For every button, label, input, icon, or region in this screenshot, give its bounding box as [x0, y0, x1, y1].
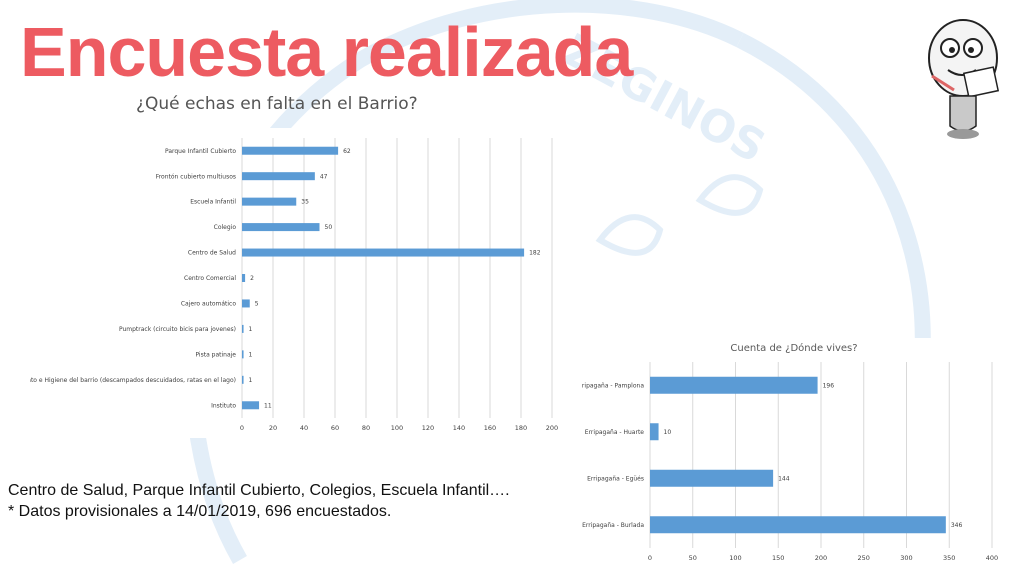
category-label: Parque Infantil Cubierto — [165, 148, 236, 155]
chart-donde-vives: 0 50 100 150 200 250 300 350 400 Erripagaña - Pam… — [582, 338, 1006, 568]
footer-note: * Datos provisionales a 14/01/2019, 696 … — [8, 503, 392, 520]
bar — [242, 299, 250, 308]
category-label: Centro Comercial — [184, 275, 236, 282]
data-label: 1 — [249, 377, 253, 384]
chart2-title: Cuenta de ¿Dónde vives? — [730, 343, 858, 354]
category-label: Instituto — [211, 402, 236, 409]
category-label: Escuela Infantil — [190, 199, 236, 206]
leaf-icon — [595, 214, 664, 256]
category-label: Erripagaña - Burlada — [582, 522, 644, 529]
category-label: Cajero automático — [181, 301, 236, 308]
x-tick-label: 50 — [689, 554, 697, 562]
category-label: Mantenimiento e Higiene del barrio (desc… — [30, 377, 236, 384]
x-tick-label: 150 — [772, 554, 784, 562]
data-label: 346 — [951, 522, 963, 529]
bar — [242, 197, 297, 206]
x-tick-label: 160 — [484, 424, 496, 432]
x-tick-label: 0 — [240, 424, 244, 432]
category-label: Colegio — [214, 224, 237, 231]
x-tick-label: 250 — [858, 554, 870, 562]
x-tick-label: 80 — [362, 424, 370, 432]
x-tick-label: 0 — [648, 554, 652, 562]
footer-notes: Centro de Salud, Parque Infantil Cubiert… — [8, 480, 510, 522]
bar — [242, 172, 315, 181]
page-title: Encuesta realizada — [20, 13, 633, 91]
bar — [242, 248, 525, 257]
data-label: 1 — [249, 351, 253, 358]
category-label: Erripagaña - Egüés — [587, 475, 644, 482]
data-label: 50 — [325, 224, 333, 231]
x-tick-label: 100 — [729, 554, 741, 562]
bar — [650, 423, 659, 441]
bar — [242, 375, 244, 384]
x-tick-label: 100 — [391, 424, 403, 432]
leaf-icon — [695, 174, 764, 216]
data-label: 1 — [249, 326, 253, 333]
data-label: 47 — [320, 173, 328, 180]
x-tick-label: 200 — [546, 424, 558, 432]
x-tick-label: 350 — [943, 554, 955, 562]
data-label: 62 — [343, 148, 351, 155]
x-tick-label: 40 — [300, 424, 308, 432]
bar — [650, 376, 818, 394]
bar — [242, 223, 320, 232]
data-label: 5 — [255, 301, 259, 308]
data-label: 182 — [529, 250, 541, 257]
data-label: 11 — [264, 402, 272, 409]
category-label: Erripagaña - Pamplona — [582, 382, 644, 389]
bar — [242, 274, 246, 282]
lightbulb-mascot-icon — [928, 19, 1000, 139]
data-label: 196 — [823, 382, 835, 389]
data-label: 2 — [250, 275, 254, 282]
x-tick-label: 120 — [422, 424, 434, 432]
x-tick-label: 180 — [515, 424, 527, 432]
x-tick-label: 300 — [900, 554, 912, 562]
footer-summary: Centro de Salud, Parque Infantil Cubiert… — [8, 482, 510, 499]
data-label: 144 — [778, 475, 790, 482]
x-tick-label: 140 — [453, 424, 465, 432]
chart1-title: ¿Qué echas en falta en el Barrio? — [136, 94, 418, 114]
data-label: 35 — [301, 199, 309, 206]
bar — [242, 146, 339, 155]
category-label: Erripagaña - Huarte — [585, 429, 645, 436]
category-label: Frontón cubierto multiusos — [156, 173, 236, 180]
x-tick-label: 20 — [269, 424, 277, 432]
x-tick-label: 200 — [815, 554, 827, 562]
category-label: Pumptrack (circuito bicis para jovenes) — [119, 326, 236, 333]
bar — [650, 469, 774, 487]
chart-barrio-needs: 0 20 40 60 80 100 120 140 160 180 200 Parque Infant… — [30, 128, 570, 438]
bar — [242, 401, 260, 410]
x-tick-label: 400 — [986, 554, 998, 562]
category-label: Pista patinaje — [195, 351, 236, 358]
category-label: Centro de Salud — [188, 250, 236, 257]
bar — [650, 516, 946, 534]
data-label: 10 — [664, 429, 672, 436]
x-tick-label: 60 — [331, 424, 339, 432]
bar — [242, 324, 244, 333]
bar — [242, 350, 244, 359]
